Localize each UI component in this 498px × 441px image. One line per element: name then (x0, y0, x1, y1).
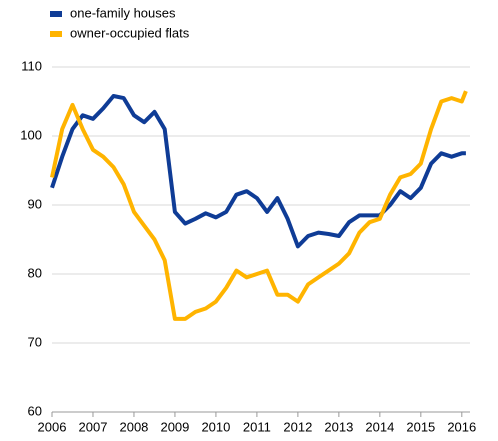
x-tick-label: 2015 (406, 419, 435, 434)
x-tick-label: 2009 (160, 419, 189, 434)
x-tick-label: 2011 (243, 419, 271, 434)
y-tick-label: 100 (20, 127, 42, 142)
legend-label: one-family houses (70, 5, 176, 20)
x-tick-label: 2006 (38, 419, 67, 434)
legend-swatch (50, 11, 62, 17)
x-tick-label: 2008 (119, 419, 148, 434)
y-tick-label: 80 (28, 265, 42, 280)
x-tick-label: 2012 (283, 419, 312, 434)
x-tick-label: 2014 (365, 419, 394, 434)
series-line (50, 94, 466, 249)
legend-swatch (50, 31, 62, 37)
legend-label: owner-occupied flats (70, 25, 190, 40)
y-tick-label: 70 (28, 334, 42, 349)
x-tick-label: 2010 (201, 419, 230, 434)
series-line (50, 90, 468, 321)
y-tick-label: 90 (28, 196, 42, 211)
x-tick-label: 2013 (324, 419, 353, 434)
x-tick-label: 2007 (79, 419, 108, 434)
x-tick-label: 2016 (447, 419, 476, 434)
y-tick-label: 60 (28, 403, 42, 418)
y-tick-label: 110 (21, 58, 42, 73)
